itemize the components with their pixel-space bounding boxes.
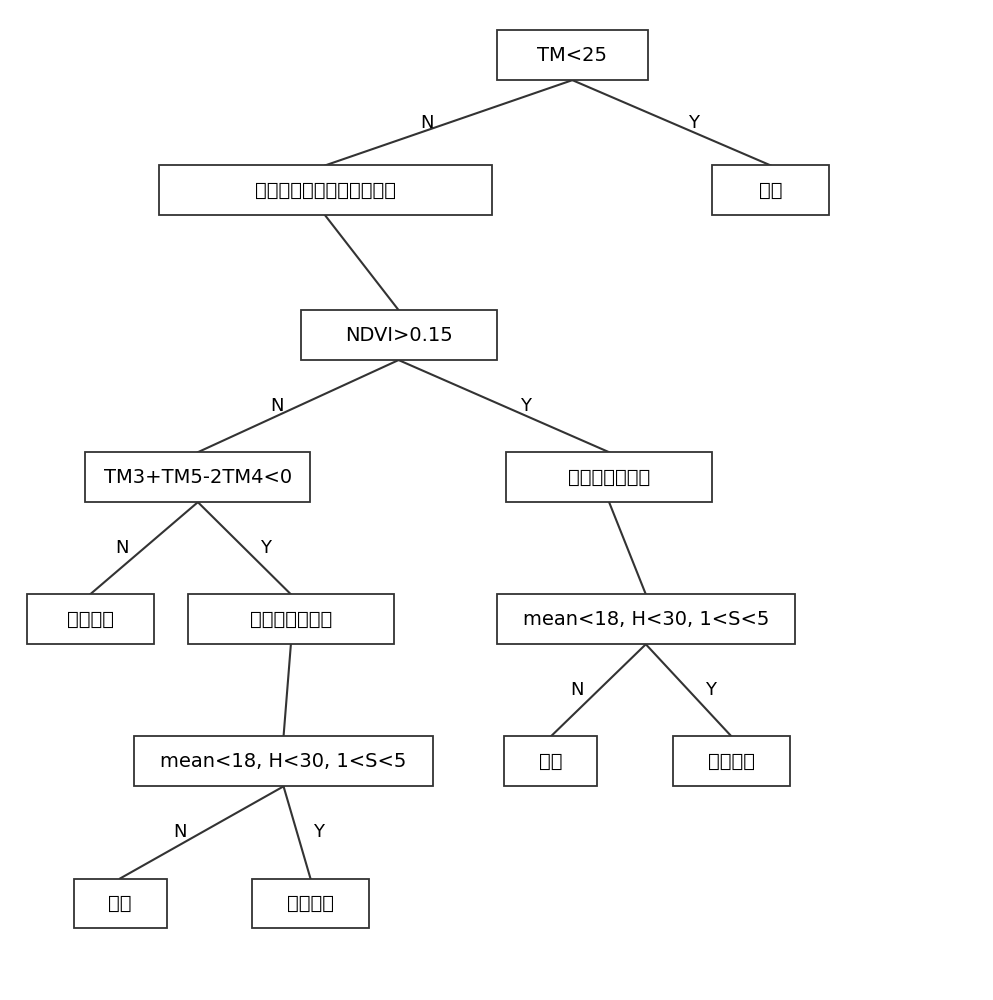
FancyBboxPatch shape xyxy=(73,879,167,928)
Text: TM<25: TM<25 xyxy=(537,46,608,65)
Text: Y: Y xyxy=(705,681,716,699)
Text: 建设用地: 建设用地 xyxy=(67,610,113,629)
FancyBboxPatch shape xyxy=(188,594,393,644)
FancyBboxPatch shape xyxy=(27,594,154,644)
FancyBboxPatch shape xyxy=(506,452,712,502)
FancyBboxPatch shape xyxy=(496,30,648,80)
Text: Y: Y xyxy=(687,114,698,132)
FancyBboxPatch shape xyxy=(712,165,829,215)
Text: 耕地、建设用地、生态用地: 耕地、建设用地、生态用地 xyxy=(254,181,395,200)
Text: 耕地: 耕地 xyxy=(108,894,132,913)
Text: TM3+TM5-2TM4<0: TM3+TM5-2TM4<0 xyxy=(104,468,292,487)
Text: 生态用地: 生态用地 xyxy=(287,894,334,913)
Text: N: N xyxy=(174,823,187,841)
Text: Y: Y xyxy=(520,397,531,415)
Text: 水体: 水体 xyxy=(759,181,782,200)
FancyBboxPatch shape xyxy=(301,310,496,360)
Text: mean<18, H<30, 1<S<5: mean<18, H<30, 1<S<5 xyxy=(160,752,407,771)
FancyBboxPatch shape xyxy=(251,879,369,928)
Text: N: N xyxy=(570,681,584,699)
FancyBboxPatch shape xyxy=(672,736,790,786)
Text: 耕地、生态用地: 耕地、生态用地 xyxy=(250,610,332,629)
FancyBboxPatch shape xyxy=(496,594,795,644)
Text: 生态用地: 生态用地 xyxy=(708,752,755,771)
FancyBboxPatch shape xyxy=(134,736,433,786)
Text: N: N xyxy=(116,539,129,557)
FancyBboxPatch shape xyxy=(504,736,598,786)
Text: NDVI>0.15: NDVI>0.15 xyxy=(345,326,453,345)
Text: 耕地: 耕地 xyxy=(539,752,563,771)
Text: mean<18, H<30, 1<S<5: mean<18, H<30, 1<S<5 xyxy=(522,610,769,629)
Text: Y: Y xyxy=(313,823,324,841)
FancyBboxPatch shape xyxy=(85,452,311,502)
Text: Y: Y xyxy=(260,539,271,557)
Text: N: N xyxy=(270,397,283,415)
Text: 耕地、生态用地: 耕地、生态用地 xyxy=(568,468,650,487)
Text: N: N xyxy=(420,114,434,132)
FancyBboxPatch shape xyxy=(159,165,492,215)
